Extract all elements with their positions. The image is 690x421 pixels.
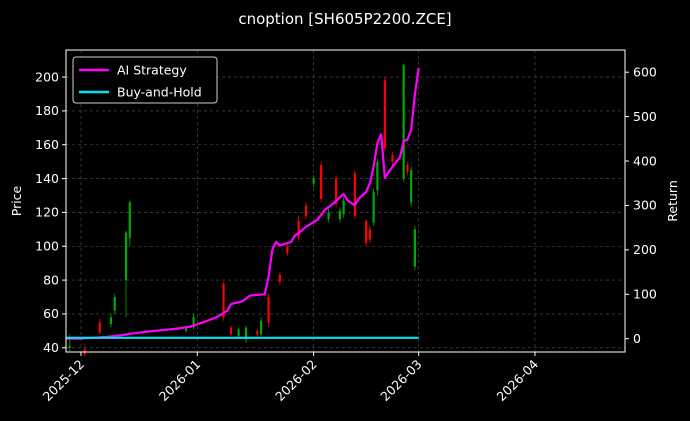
y-right-tick-label-5: 500 (633, 109, 657, 124)
candle-body-10 (229, 327, 233, 335)
candle-body-15 (267, 297, 270, 323)
y-left-tick-label-1: 60 (43, 306, 59, 321)
y-left-tick-label-7: 180 (35, 103, 59, 118)
candle-32 (391, 151, 394, 166)
candle-body-5 (124, 232, 128, 281)
legend: AI Strategy Buy-and-Hold (72, 56, 218, 104)
candle-26 (353, 170, 356, 220)
candle-9 (222, 281, 225, 321)
candle-body-26 (353, 173, 356, 216)
candle-13 (256, 329, 259, 338)
candle-body-20 (312, 178, 315, 184)
candle-body-13 (256, 330, 259, 335)
candle-body-31 (383, 80, 386, 149)
candle-24 (338, 207, 341, 223)
candle-body-3 (109, 317, 113, 325)
candle-35 (410, 166, 413, 206)
candle-body-24 (338, 210, 341, 220)
candle-36 (413, 225, 417, 270)
candle-body-16 (278, 275, 281, 282)
candle-body-8 (192, 317, 195, 328)
candle-body-19 (305, 205, 308, 216)
candle-10 (229, 325, 233, 336)
candle-body-4 (113, 297, 116, 311)
candle-30 (376, 158, 379, 196)
candle-body-28 (368, 229, 371, 240)
candle-33 (402, 63, 405, 182)
y-right-tick-label-3: 300 (633, 198, 657, 213)
y-left-tick-label-8: 200 (35, 69, 59, 84)
candle-14 (259, 317, 263, 336)
candle-22 (327, 209, 330, 223)
candle-2 (98, 319, 101, 335)
y-right-tick-label-6: 600 (633, 65, 657, 80)
chart-title: cnoption [SH605P2200.ZCE] (238, 10, 451, 28)
candle-34 (406, 161, 409, 176)
candle-29 (372, 188, 375, 226)
series-lines (66, 67, 420, 340)
y-left-tick-label-4: 120 (35, 205, 59, 220)
candle-6 (128, 200, 131, 247)
y-right-axis-label: Return (665, 180, 680, 221)
candle-body-17 (286, 246, 289, 254)
candle-25 (342, 197, 345, 218)
candle-16 (278, 271, 281, 286)
candle-body-36 (413, 229, 417, 267)
candle-body-11 (237, 329, 240, 336)
candle-11 (237, 327, 240, 338)
candle-5 (124, 231, 128, 318)
y-right-axis-ticks: 0 100 200 300 400 500 600 (625, 65, 657, 346)
y-left-tick-label-0: 40 (43, 340, 59, 355)
y-right-tick-label-2: 200 (633, 242, 657, 257)
candle-body-21 (320, 165, 323, 199)
candle-body-25 (342, 200, 345, 215)
candle-15 (267, 293, 270, 328)
legend-label-buy-and-hold: Buy-and-Hold (117, 85, 202, 100)
y-right-tick-label-0: 0 (633, 331, 641, 346)
candle-body-30 (376, 161, 379, 191)
candle-body-29 (372, 192, 375, 223)
candle-21 (320, 161, 323, 203)
y-left-axis-ticks: 40 60 80 100 120 140 160 180 200 (35, 69, 66, 355)
candle-body-32 (391, 154, 394, 162)
y-left-tick-label-2: 80 (43, 272, 59, 287)
candle-28 (368, 225, 371, 243)
candle-body-12 (244, 327, 248, 340)
candle-body-9 (222, 283, 225, 318)
candle-body-18 (297, 220, 300, 238)
candle-body-34 (406, 165, 409, 172)
y-left-axis-label: Price (9, 185, 24, 216)
candle-body-14 (259, 320, 263, 335)
candle-body-7 (184, 327, 188, 331)
candle-19 (305, 202, 308, 220)
candle-body-23 (335, 178, 338, 204)
candle-body-35 (410, 170, 413, 203)
plot-frame (65, 49, 626, 353)
y-left-tick-label-5: 140 (35, 171, 59, 186)
y-right-tick-label-4: 400 (633, 153, 657, 168)
candle-body-0 (68, 346, 71, 348)
candle-12 (244, 325, 248, 343)
candle-4 (113, 293, 116, 314)
candle-18 (297, 215, 300, 242)
candle-body-27 (365, 220, 368, 243)
candle-17 (286, 242, 289, 257)
y-left-tick-label-3: 100 (35, 239, 59, 254)
candle-3 (109, 313, 113, 328)
legend-label-ai-strategy: AI Strategy (117, 63, 187, 78)
candle-body-6 (128, 202, 131, 238)
candle-body-33 (402, 65, 405, 179)
y-right-tick-label-1: 100 (633, 287, 657, 302)
y-left-tick-label-6: 160 (35, 137, 59, 152)
candle-31 (383, 77, 386, 152)
series-line-ai-strategy (66, 67, 420, 340)
candle-body-22 (327, 212, 330, 220)
candle-20 (312, 175, 315, 188)
candle-27 (365, 219, 368, 247)
candle-body-2 (98, 322, 101, 333)
